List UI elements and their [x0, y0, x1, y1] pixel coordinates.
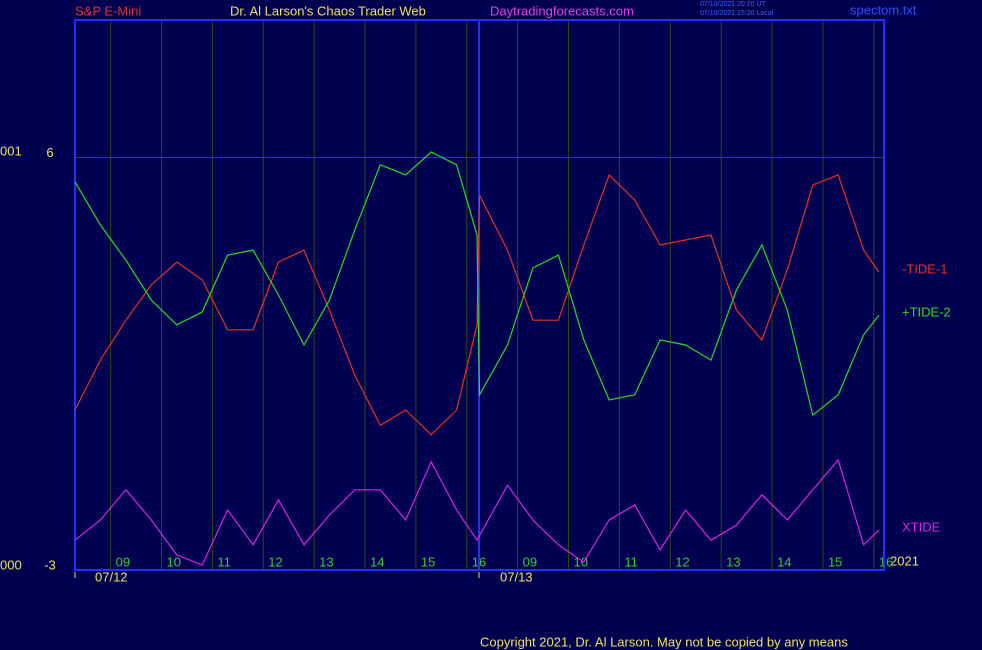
series-line [74, 458, 880, 566]
series-label: XTIDE [902, 520, 941, 535]
x-tick-label: 14 [777, 554, 791, 569]
date-label: 07/12 [95, 569, 128, 584]
x-tick-label: 09 [523, 554, 537, 569]
x-tick-label: 11 [217, 554, 231, 569]
file-name: spectom.txt [850, 2, 917, 17]
x-tick-label: 15 [828, 554, 842, 569]
x-tick-label: 16 [879, 554, 893, 569]
symbol: S&P E-Mini [75, 3, 141, 18]
series-label: +TIDE-2 [902, 305, 951, 320]
x-tick-label: 13 [726, 554, 740, 569]
copyright: Copyright 2021, Dr. Al Larson. May not b… [480, 634, 848, 649]
date-label: 07/13 [500, 569, 533, 584]
x-tick-label: 09 [116, 554, 130, 569]
x-tick-label: 14 [370, 554, 384, 569]
series-label: -TIDE-1 [902, 262, 948, 277]
year-label: 2021 [890, 553, 919, 568]
x-tick-label: 15 [421, 554, 435, 569]
y-tick-label: 6 [46, 145, 53, 160]
x-tick-label: 12 [675, 554, 689, 569]
timestamp: 07/10/2021 15:20 Local [700, 10, 774, 17]
x-tick-label: 12 [268, 554, 282, 569]
left-label: 001 [0, 143, 22, 158]
x-tick-label: 10 [166, 554, 180, 569]
series-line [74, 173, 880, 436]
series-line [74, 151, 880, 417]
chart-title: Dr. Al Larson's Chaos Trader Web [230, 3, 426, 18]
timestamp: 07/10/2021 20:20 UT [700, 1, 766, 8]
y-tick-label: -3 [44, 557, 56, 572]
site: Daytradingforecasts.com [490, 3, 634, 18]
x-tick-label: 13 [319, 554, 333, 569]
left-label: 000 [0, 557, 22, 572]
x-tick-label: 11 [624, 554, 638, 569]
